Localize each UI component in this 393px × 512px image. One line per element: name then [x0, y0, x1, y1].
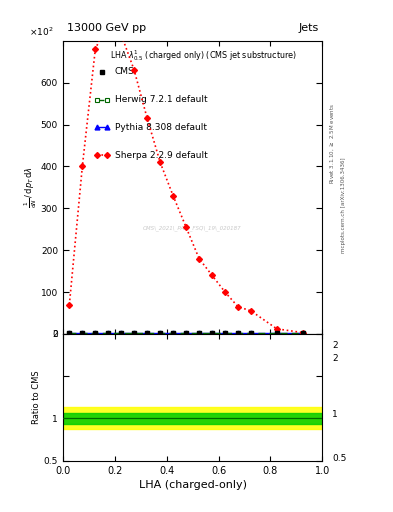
Text: 0.5: 0.5 — [332, 454, 347, 463]
Text: Rivet 3.1.10, $\geq$ 2.5M events: Rivet 3.1.10, $\geq$ 2.5M events — [328, 103, 336, 184]
Text: 13000 GeV pp: 13000 GeV pp — [67, 23, 146, 33]
Text: Sherpa 2.2.9 default: Sherpa 2.2.9 default — [115, 151, 208, 160]
Y-axis label: $\frac{1}{\mathrm{d}N}\,/\,\mathrm{d}p_T\,\mathrm{d}\lambda$: $\frac{1}{\mathrm{d}N}\,/\,\mathrm{d}p_T… — [23, 166, 39, 208]
Text: 2: 2 — [332, 341, 338, 350]
Text: $\times 10^2$: $\times 10^2$ — [29, 26, 54, 38]
Bar — [63, 408, 322, 430]
Y-axis label: Ratio to CMS: Ratio to CMS — [32, 371, 41, 424]
Text: LHA $\lambda^{1}_{0.5}$ (charged only) (CMS jet substructure): LHA $\lambda^{1}_{0.5}$ (charged only) (… — [110, 48, 297, 63]
Text: CMS\_2021\_PAS\_FSQ\_19\_020187: CMS\_2021\_PAS\_FSQ\_19\_020187 — [143, 226, 242, 231]
Bar — [63, 413, 322, 423]
Text: Pythia 8.308 default: Pythia 8.308 default — [115, 123, 207, 132]
Text: mcplots.cern.ch [arXiv:1306.3436]: mcplots.cern.ch [arXiv:1306.3436] — [342, 157, 346, 252]
Text: Herwig 7.2.1 default: Herwig 7.2.1 default — [115, 95, 208, 104]
Text: 1: 1 — [332, 410, 338, 419]
Text: 2: 2 — [332, 354, 338, 363]
Text: Jets: Jets — [298, 23, 318, 33]
Text: CMS: CMS — [115, 67, 134, 76]
X-axis label: LHA (charged-only): LHA (charged-only) — [139, 480, 246, 490]
